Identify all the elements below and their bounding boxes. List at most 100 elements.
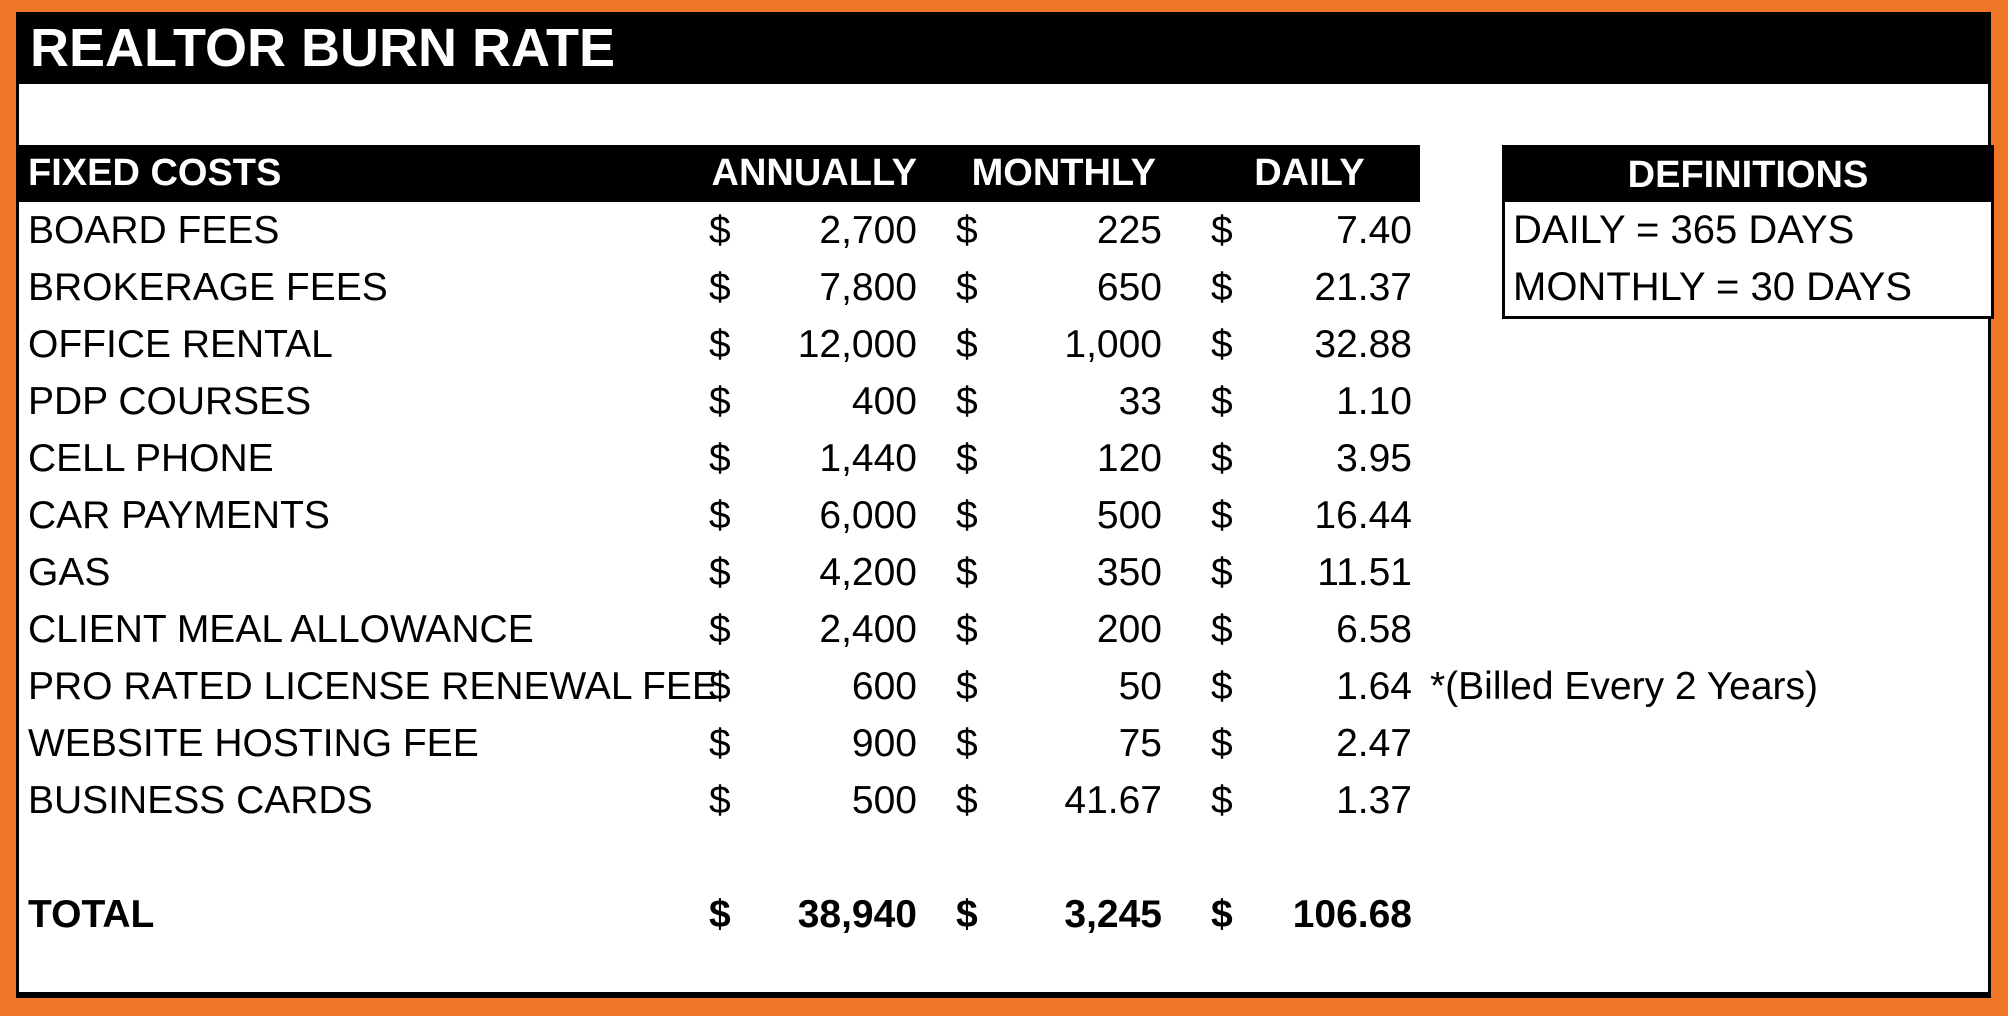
row-monthly-cell[interactable]: $ 50 [944, 658, 1170, 715]
row-label-cell[interactable]: CAR PAYMENTS [28, 493, 330, 537]
monthly-value: 225 [1096, 208, 1162, 252]
row-label-cell[interactable]: PRO RATED LICENSE RENEWAL FEE [28, 664, 718, 708]
header-annually[interactable]: ANNUALLY [711, 152, 918, 194]
row-annually-cell[interactable]: $ 12,000 [697, 316, 925, 373]
row-annually-cell[interactable]: $ 1,440 [697, 430, 925, 487]
table-row: PRO RATED LICENSE RENEWAL FEE $ 600 $ 50… [19, 658, 1988, 715]
row-label-cell[interactable]: CLIENT MEAL ALLOWANCE [28, 607, 534, 651]
table-row: BUSINESS CARDS $ 500 $ 41.67 $ 1.37 [19, 772, 1988, 829]
table-row: BOARD FEES $ 2,700 $ 225 $ 7.40 [19, 202, 1988, 259]
row-annually-cell[interactable]: $ 600 [697, 658, 925, 715]
total-daily-cell[interactable]: $ 106.68 [1199, 886, 1420, 943]
row-monthly-cell[interactable]: $ 33 [944, 373, 1170, 430]
total-label-cell[interactable]: TOTAL [28, 892, 155, 936]
annually-value: 4,200 [819, 550, 917, 594]
sheet-title-bar[interactable]: REALTOR BURN RATE [19, 12, 1988, 84]
row-monthly-cell[interactable]: $ 225 [944, 202, 1170, 259]
monthly-value: 1,000 [1064, 322, 1162, 366]
row-monthly-cell[interactable]: $ 1,000 [944, 316, 1170, 373]
row-annually-cell[interactable]: $ 2,400 [697, 601, 925, 658]
annually-value: 6,000 [819, 493, 917, 537]
total-monthly-value: 3,245 [1064, 892, 1162, 936]
row-monthly-cell[interactable]: $ 350 [944, 544, 1170, 601]
daily-value: 21.37 [1314, 265, 1412, 309]
table-row: WEBSITE HOSTING FEE $ 900 $ 75 $ 2.47 [19, 715, 1988, 772]
currency-symbol: $ [956, 436, 978, 480]
total-daily-value: 106.68 [1292, 892, 1412, 936]
monthly-value: 41.67 [1064, 778, 1162, 822]
currency-symbol: $ [956, 379, 978, 423]
table-row: CLIENT MEAL ALLOWANCE $ 2,400 $ 200 $ 6.… [19, 601, 1988, 658]
row-note-cell: *(Billed Every 2 Years) [1420, 665, 1988, 709]
daily-value: 6.58 [1336, 607, 1412, 651]
definitions-header[interactable]: DEFINITIONS [1505, 148, 1991, 202]
row-annually-cell[interactable]: $ 7,800 [697, 259, 925, 316]
row-monthly-cell[interactable]: $ 200 [944, 601, 1170, 658]
header-monthly[interactable]: MONTHLY [971, 152, 1156, 194]
row-label-cell[interactable]: PDP COURSES [28, 379, 312, 423]
definitions-items: DAILY = 365 DAYS MONTHLY = 30 DAYS [1505, 202, 1991, 316]
row-label-cell[interactable]: WEBSITE HOSTING FEE [28, 721, 479, 765]
row-monthly-cell[interactable]: $ 120 [944, 430, 1170, 487]
currency-symbol: $ [1211, 322, 1233, 366]
monthly-value: 200 [1096, 607, 1162, 651]
row-monthly-cell[interactable]: $ 500 [944, 487, 1170, 544]
currency-symbol: $ [956, 493, 978, 537]
currency-symbol: $ [1211, 607, 1233, 651]
currency-symbol: $ [1211, 265, 1233, 309]
row-annually-cell[interactable]: $ 900 [697, 715, 925, 772]
row-daily-cell[interactable]: $ 1.37 [1199, 772, 1420, 829]
row-daily-cell[interactable]: $ 3.95 [1199, 430, 1420, 487]
row-label-cell[interactable]: BUSINESS CARDS [28, 778, 373, 822]
row-daily-cell[interactable]: $ 7.40 [1199, 202, 1420, 259]
row-daily-cell[interactable]: $ 2.47 [1199, 715, 1420, 772]
annually-value: 2,400 [819, 607, 917, 651]
monthly-value: 75 [1118, 721, 1162, 765]
currency-symbol: $ [1211, 892, 1233, 936]
row-annually-cell[interactable]: $ 6,000 [697, 487, 925, 544]
row-monthly-cell[interactable]: $ 41.67 [944, 772, 1170, 829]
row-label-cell[interactable]: GAS [28, 550, 111, 594]
row-daily-cell[interactable]: $ 1.64 [1199, 658, 1420, 715]
row-annually-cell[interactable]: $ 2,700 [697, 202, 925, 259]
definition-item[interactable]: DAILY = 365 DAYS [1513, 208, 1855, 252]
daily-value: 1.10 [1336, 379, 1412, 423]
annually-value: 500 [851, 778, 917, 822]
row-label-cell[interactable]: OFFICE RENTAL [28, 322, 333, 366]
definition-item[interactable]: MONTHLY = 30 DAYS [1513, 265, 1913, 309]
table-row: CELL PHONE $ 1,440 $ 120 $ 3.95 [19, 430, 1988, 487]
row-daily-cell[interactable]: $ 6.58 [1199, 601, 1420, 658]
row-daily-cell[interactable]: $ 32.88 [1199, 316, 1420, 373]
annually-value: 600 [851, 664, 917, 708]
table-row: BROKERAGE FEES $ 7,800 $ 650 $ 21.37 [19, 259, 1988, 316]
currency-symbol: $ [1211, 208, 1233, 252]
annually-value: 12,000 [797, 322, 917, 366]
header-daily[interactable]: DAILY [1254, 152, 1365, 194]
row-monthly-cell[interactable]: $ 75 [944, 715, 1170, 772]
row-annually-cell[interactable]: $ 500 [697, 772, 925, 829]
row-label-cell[interactable]: BROKERAGE FEES [28, 265, 388, 309]
row-daily-cell[interactable]: $ 1.10 [1199, 373, 1420, 430]
row-daily-cell[interactable]: $ 11.51 [1199, 544, 1420, 601]
row-annually-cell[interactable]: $ 400 [697, 373, 925, 430]
annually-value: 7,800 [819, 265, 917, 309]
currency-symbol: $ [709, 379, 731, 423]
monthly-value: 650 [1096, 265, 1162, 309]
row-annually-cell[interactable]: $ 4,200 [697, 544, 925, 601]
daily-value: 11.51 [1317, 550, 1412, 594]
total-monthly-cell[interactable]: $ 3,245 [944, 886, 1170, 943]
row-label-cell[interactable]: BOARD FEES [28, 208, 280, 252]
monthly-value: 33 [1118, 379, 1162, 423]
currency-symbol: $ [709, 778, 731, 822]
table-row: GAS $ 4,200 $ 350 $ 11.51 [19, 544, 1988, 601]
daily-value: 32.88 [1314, 322, 1412, 366]
currency-symbol: $ [1211, 436, 1233, 480]
row-daily-cell[interactable]: $ 16.44 [1199, 487, 1420, 544]
header-fixed-costs[interactable]: FIXED COSTS [28, 152, 282, 194]
currency-symbol: $ [1211, 664, 1233, 708]
row-daily-cell[interactable]: $ 21.37 [1199, 259, 1420, 316]
total-annually-cell[interactable]: $ 38,940 [697, 886, 925, 943]
row-label-cell[interactable]: CELL PHONE [28, 436, 274, 480]
row-monthly-cell[interactable]: $ 650 [944, 259, 1170, 316]
